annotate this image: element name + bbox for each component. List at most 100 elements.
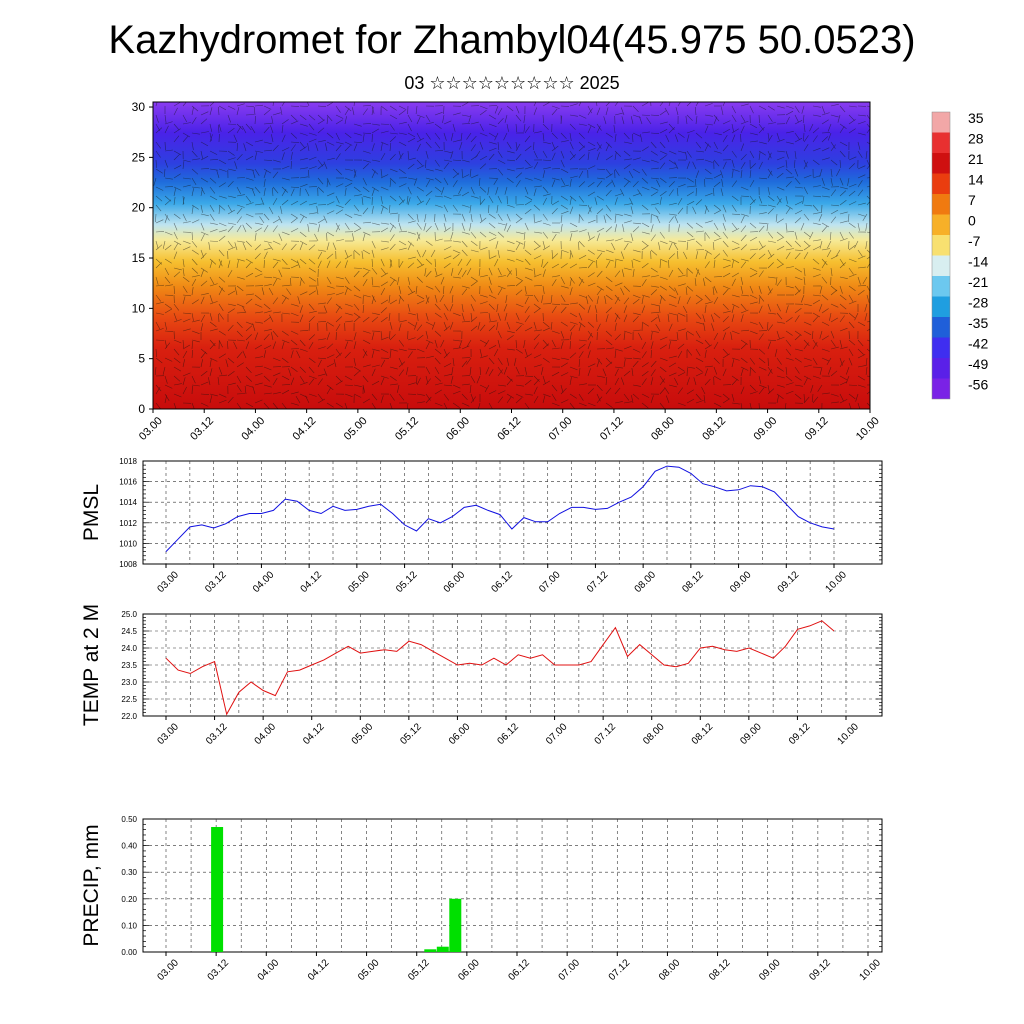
wind-barb	[632, 269, 635, 278]
wind-barb	[686, 330, 694, 336]
wind-barb	[800, 222, 805, 231]
grid	[143, 461, 882, 564]
wind-barb	[614, 366, 623, 369]
wind-barb	[308, 114, 316, 121]
wind-barb	[200, 293, 209, 296]
wind-barb	[407, 231, 416, 235]
wind-barb	[344, 188, 347, 197]
wind-barb	[245, 402, 254, 408]
wind-barb	[533, 107, 537, 116]
wind-barb	[353, 341, 357, 350]
wind-barb	[344, 351, 351, 359]
wind-barb	[470, 312, 473, 321]
wind-barb	[812, 185, 821, 188]
wind-barb	[821, 225, 828, 233]
wind-barb	[335, 153, 341, 161]
wind-barb	[821, 105, 826, 114]
wind-barb	[533, 395, 539, 404]
wind-barb	[236, 103, 245, 107]
wind-barb	[704, 231, 710, 239]
wind-barb	[425, 225, 432, 233]
wind-barb	[865, 357, 868, 367]
wind-barb	[866, 339, 870, 342]
wind-barb	[362, 249, 371, 255]
wind-barb	[371, 350, 375, 359]
wind-barb	[776, 105, 785, 109]
wind-barb	[632, 105, 639, 113]
wind-barb	[695, 187, 697, 197]
wind-barb	[650, 330, 659, 333]
wind-barb	[182, 267, 185, 276]
wind-barb	[443, 263, 451, 269]
wind-barb	[470, 135, 477, 143]
wind-barb	[263, 179, 266, 188]
wind-barb	[569, 222, 578, 227]
wind-barb	[857, 249, 863, 257]
wind-barb	[569, 233, 573, 242]
wind-barb	[515, 366, 520, 375]
wind-barb	[515, 267, 517, 277]
wind-barb	[819, 285, 823, 294]
wind-barb	[830, 144, 836, 152]
wind-barb	[560, 384, 564, 393]
wind-barb	[269, 314, 274, 323]
wind-barb	[712, 241, 715, 251]
wind-barb	[200, 233, 205, 242]
x-tick-label: 05.00	[342, 415, 370, 443]
wind-barb	[407, 303, 411, 312]
wind-barb	[353, 285, 361, 292]
wind-barb	[254, 399, 263, 404]
wind-barb	[440, 276, 445, 285]
y-tick-label: 25.0	[121, 610, 137, 619]
wind-barb	[254, 244, 262, 251]
wind-barb	[263, 168, 272, 174]
wind-barb	[505, 294, 508, 303]
wind-barb	[560, 115, 563, 125]
wind-barb	[245, 177, 254, 181]
wind-barb	[560, 210, 569, 215]
wind-barb	[767, 195, 775, 202]
wind-barb	[371, 332, 375, 341]
x-tick-label: 04.00	[256, 957, 282, 983]
wind-barb	[388, 204, 391, 214]
wind-barb	[469, 366, 472, 375]
wind-barb	[767, 204, 776, 208]
wind-barb	[533, 150, 538, 159]
wind-barb	[632, 226, 640, 233]
wind-barb	[425, 396, 432, 404]
wind-barb	[596, 359, 600, 368]
wind-barb	[713, 141, 718, 150]
wind-barb	[596, 288, 603, 296]
wind-barb	[380, 281, 388, 287]
wind-barb	[218, 229, 227, 233]
wind-barb	[398, 240, 407, 246]
wind-barb	[317, 398, 326, 404]
wind-barb	[713, 402, 722, 407]
wind-barb	[785, 110, 794, 116]
wind-barb	[866, 177, 870, 179]
wind-barb	[731, 134, 736, 143]
wind-barb	[587, 368, 591, 377]
wind-barb	[785, 266, 794, 269]
wind-barb	[812, 357, 818, 365]
wind-barb	[173, 251, 178, 260]
wind-barb	[650, 360, 657, 368]
wind-barb	[479, 123, 484, 132]
wind-barb	[569, 340, 571, 350]
wind-barb	[704, 339, 711, 347]
wind-barb	[713, 222, 719, 231]
wind-barb	[326, 321, 334, 327]
wind-barb	[371, 222, 380, 226]
wind-barb	[515, 172, 523, 179]
colorbar-swatch	[932, 255, 950, 276]
wind-barb	[470, 316, 478, 323]
wind-barb	[479, 132, 488, 137]
wind-barb	[569, 377, 572, 386]
wind-barb	[468, 114, 472, 123]
wind-barb	[263, 350, 267, 359]
wind-barb	[524, 222, 529, 231]
wind-barb	[326, 232, 328, 242]
wind-barb	[407, 290, 416, 296]
wind-barbs	[153, 102, 870, 409]
wind-barb	[623, 330, 632, 334]
